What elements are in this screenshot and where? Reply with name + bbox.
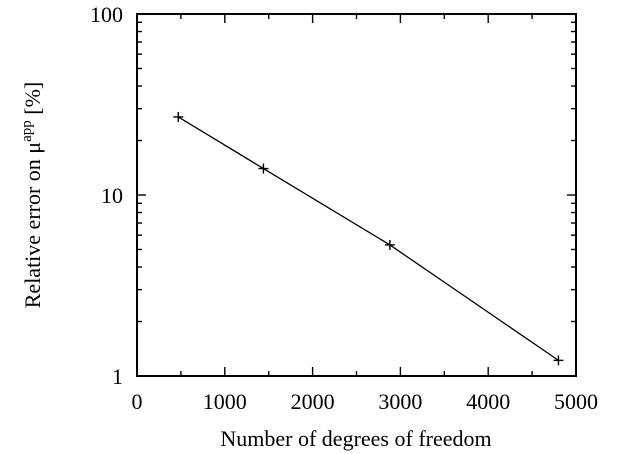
x-tick-label: 2000 xyxy=(291,389,335,414)
y-tick-label: 1 xyxy=(112,364,123,389)
y-axis-label-unit: [%] xyxy=(20,82,45,120)
data-point xyxy=(553,355,564,366)
data-point xyxy=(258,163,269,174)
plot-frame xyxy=(136,13,577,377)
x-tick-label: 5000 xyxy=(554,389,598,414)
x-axis-label: Number of degrees of freedom xyxy=(220,426,491,451)
data-point xyxy=(173,111,184,122)
x-tick-label: 0 xyxy=(132,389,143,414)
y-tick-label: 100 xyxy=(90,2,123,27)
x-axis-ticks: 0 1000 2000 3000 4000 5000 xyxy=(132,14,598,414)
data-point xyxy=(384,239,395,250)
x-tick-label: 4000 xyxy=(466,389,510,414)
x-tick-label: 1000 xyxy=(203,389,247,414)
y-axis-label-superscript: app xyxy=(19,120,35,142)
y-axis-ticks: 1 10 100 xyxy=(90,2,576,389)
data-series xyxy=(173,111,564,366)
y-tick-label: 10 xyxy=(101,183,123,208)
series-line xyxy=(177,116,559,361)
x-tick-label: 3000 xyxy=(378,389,422,414)
y-axis-label-main: Relative error on μ xyxy=(20,142,45,308)
y-axis-label: Relative error on μapp [%] xyxy=(19,82,45,309)
